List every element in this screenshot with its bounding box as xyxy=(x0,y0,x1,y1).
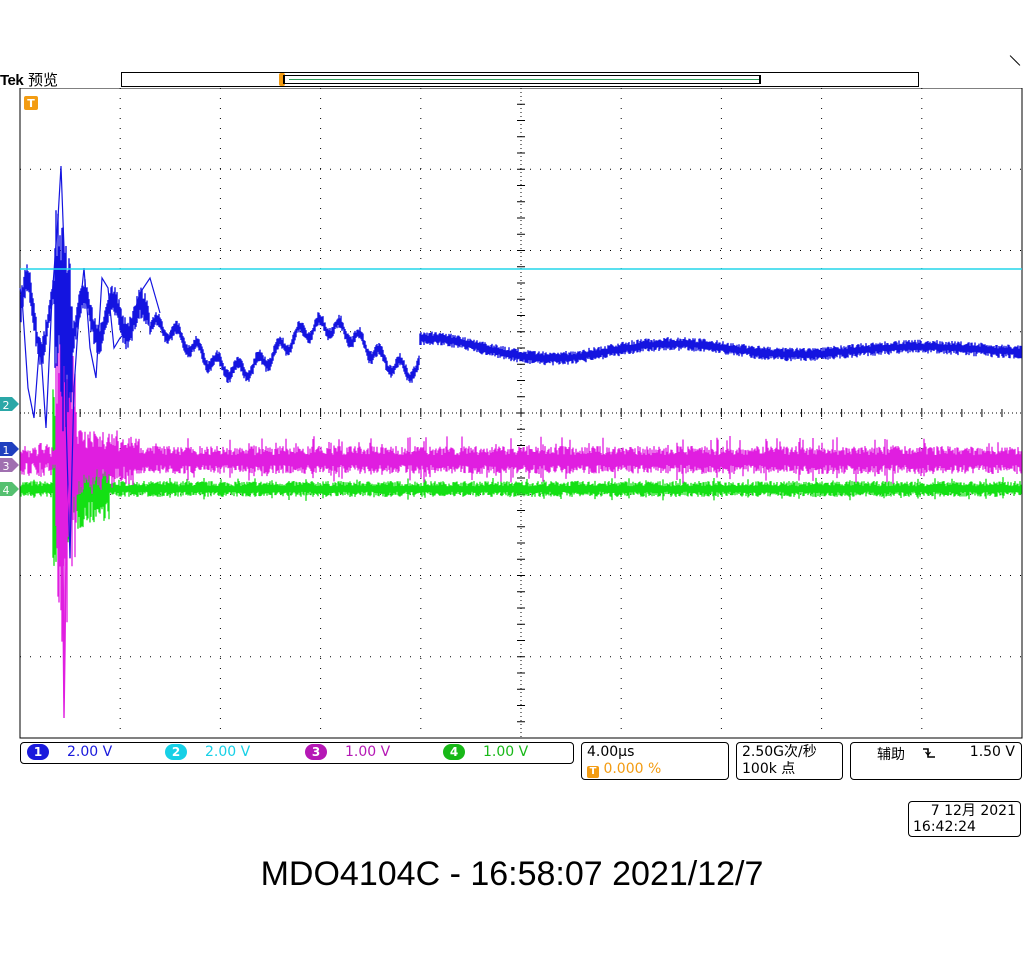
trigger-level: 1.50 V xyxy=(969,744,1015,760)
screenshot-caption: MDO4104C - 16:58:07 2021/12/7 xyxy=(260,855,764,893)
trigger-position-marker[interactable]: T xyxy=(24,96,38,110)
ch3-marker-shape xyxy=(0,458,19,472)
ch1-trace xyxy=(20,210,1022,432)
channel-2-badge: 2 xyxy=(165,744,187,760)
channel-4-readout[interactable]: 4 1.00 V xyxy=(443,744,528,760)
channel-4-scale: 1.00 V xyxy=(483,744,529,760)
channel-1-readout[interactable]: 1 2.00 V xyxy=(27,744,112,760)
channel-3-marker[interactable]: 3 xyxy=(0,458,19,473)
channel-3-scale: 1.00 V xyxy=(345,744,391,760)
channel-2-scale: 2.00 V xyxy=(205,744,251,760)
corner-mark xyxy=(1009,55,1021,66)
sample-rate: 2.50G次/秒 xyxy=(742,744,817,760)
channel-4-badge: 4 xyxy=(443,744,465,760)
graticule xyxy=(19,88,1023,739)
ch2-marker-label: 2 xyxy=(3,399,10,412)
ch4-trace xyxy=(20,389,1022,566)
channel-2-marker[interactable]: 2 xyxy=(0,397,19,412)
ch4-marker-label: 4 xyxy=(3,484,10,497)
acquisition-readout[interactable]: 2.50G次/秒 100k 点 xyxy=(736,742,843,780)
channel-readout-panel[interactable]: 1 2.00 V 2 2.00 V 3 1.00 V 4 1.00 V xyxy=(20,742,574,764)
ch1-marker-label: 1 xyxy=(3,444,10,457)
record-trigger-marker xyxy=(279,73,285,86)
datetime-readout: 7 12月 2021 16:42:24 xyxy=(908,801,1021,837)
channel-2-readout[interactable]: 2 2.00 V xyxy=(165,744,250,760)
channel-1-badge: 1 xyxy=(27,744,49,760)
channel-1-scale: 2.00 V xyxy=(67,744,113,760)
date-display: 7 12月 2021 xyxy=(930,803,1016,819)
ch3-marker-label: 3 xyxy=(3,460,10,473)
horizontal-readout[interactable]: 4.00µs T 0.000 % xyxy=(581,742,729,780)
tek-title: Tek 预览 xyxy=(0,70,58,91)
trigger-icon: T xyxy=(587,766,599,778)
record-window[interactable] xyxy=(283,75,761,84)
waveform-traces xyxy=(19,165,1022,719)
trigger-position-value: 0.000 % xyxy=(603,761,662,777)
ch1-transient xyxy=(19,165,161,559)
ch3-transient xyxy=(59,447,71,719)
record-length: 100k 点 xyxy=(742,761,796,777)
tek-brand: Tek xyxy=(0,72,24,89)
trigger-readout[interactable]: 辅助 1.50 V xyxy=(850,742,1022,780)
record-view-bar[interactable] xyxy=(121,72,919,87)
tek-mode: 预览 xyxy=(28,71,59,89)
waveform-display[interactable]: T 2 1 3 4 xyxy=(0,88,1024,742)
trigger-source: 辅助 xyxy=(877,747,905,763)
channel-4-marker[interactable]: 4 xyxy=(0,482,19,497)
channel-1-marker[interactable]: 1 xyxy=(0,442,19,457)
channel-3-readout[interactable]: 3 1.00 V xyxy=(305,744,390,760)
trigger-marker-label: T xyxy=(27,97,35,110)
ch1-marker-shape xyxy=(0,442,19,456)
time-per-div: 4.00µs xyxy=(587,744,635,760)
ch3-trace xyxy=(20,235,1022,699)
channel-3-badge: 3 xyxy=(305,744,327,760)
trigger-marker-box xyxy=(24,96,38,110)
falling-edge-icon xyxy=(923,748,935,758)
time-display: 16:42:24 xyxy=(913,819,976,835)
trigger-position-readout: T 0.000 % xyxy=(587,761,723,778)
ch4-marker-shape xyxy=(0,482,19,496)
ch2-marker-shape xyxy=(0,397,19,411)
